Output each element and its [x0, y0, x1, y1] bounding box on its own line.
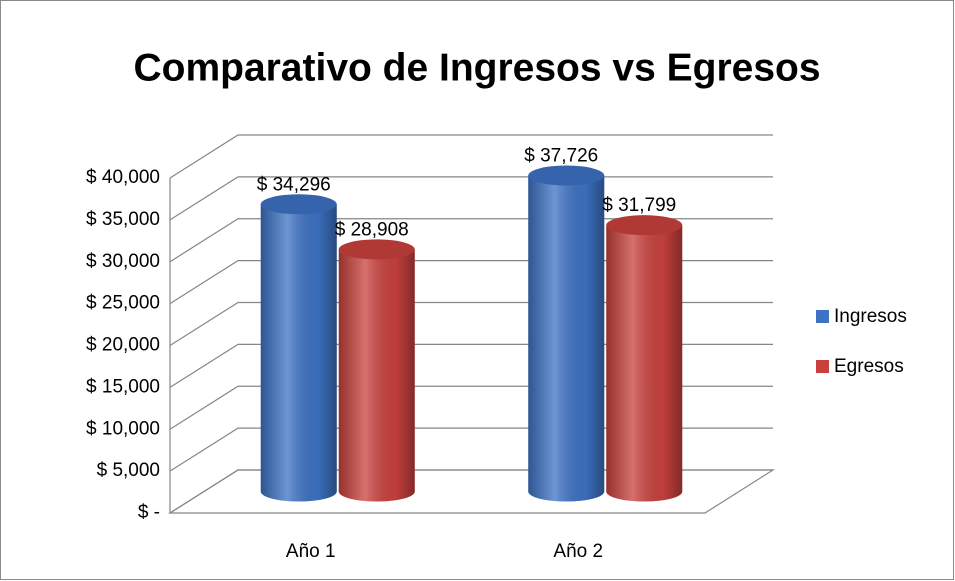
cylinder-shade — [606, 225, 683, 502]
cylinder-top-shine — [528, 165, 605, 186]
cylinder-top-shine — [606, 215, 683, 236]
cylinder-shade — [338, 249, 415, 502]
legend-swatch — [816, 360, 829, 373]
legend-swatch — [816, 310, 829, 323]
cylinder-top — [260, 194, 337, 215]
y-tick-label: $ 5,000 — [97, 460, 160, 481]
cylinder-top-shine — [338, 239, 415, 260]
x-tick-label: Año 1 — [286, 541, 336, 562]
y-tick-label: $ 30,000 — [86, 251, 160, 272]
data-label: $ 28,908 — [335, 219, 409, 240]
legend-label: Ingresos — [834, 306, 907, 327]
x-tick-label: Año 2 — [553, 541, 603, 562]
y-tick-label: $ 20,000 — [86, 335, 160, 356]
legend-label: Egresos — [834, 356, 904, 377]
cylinder-top-shine — [260, 194, 337, 215]
y-tick-label: $ - — [138, 502, 160, 523]
cylinder — [260, 194, 337, 502]
data-label: $ 37,726 — [524, 146, 598, 167]
cylinder — [338, 239, 415, 502]
y-tick-label: $ 15,000 — [86, 376, 160, 397]
y-tick-label: $ 40,000 — [86, 167, 160, 188]
cylinder-top — [528, 165, 605, 186]
cylinder-shade — [528, 175, 605, 502]
cylinder — [606, 215, 683, 502]
cylinder-top — [606, 215, 683, 236]
y-tick-label: $ 25,000 — [86, 293, 160, 314]
grid-line — [169, 134, 773, 179]
y-tick-label: $ 10,000 — [86, 418, 160, 439]
chart-title: Comparativo de Ingresos vs Egresos — [133, 46, 820, 89]
data-label: $ 34,296 — [257, 174, 331, 195]
cylinder — [528, 165, 605, 502]
cylinder-shade — [260, 204, 337, 502]
cylinder-top — [338, 239, 415, 260]
data-label: $ 31,799 — [602, 195, 676, 216]
y-tick-label: $ 35,000 — [86, 209, 160, 230]
